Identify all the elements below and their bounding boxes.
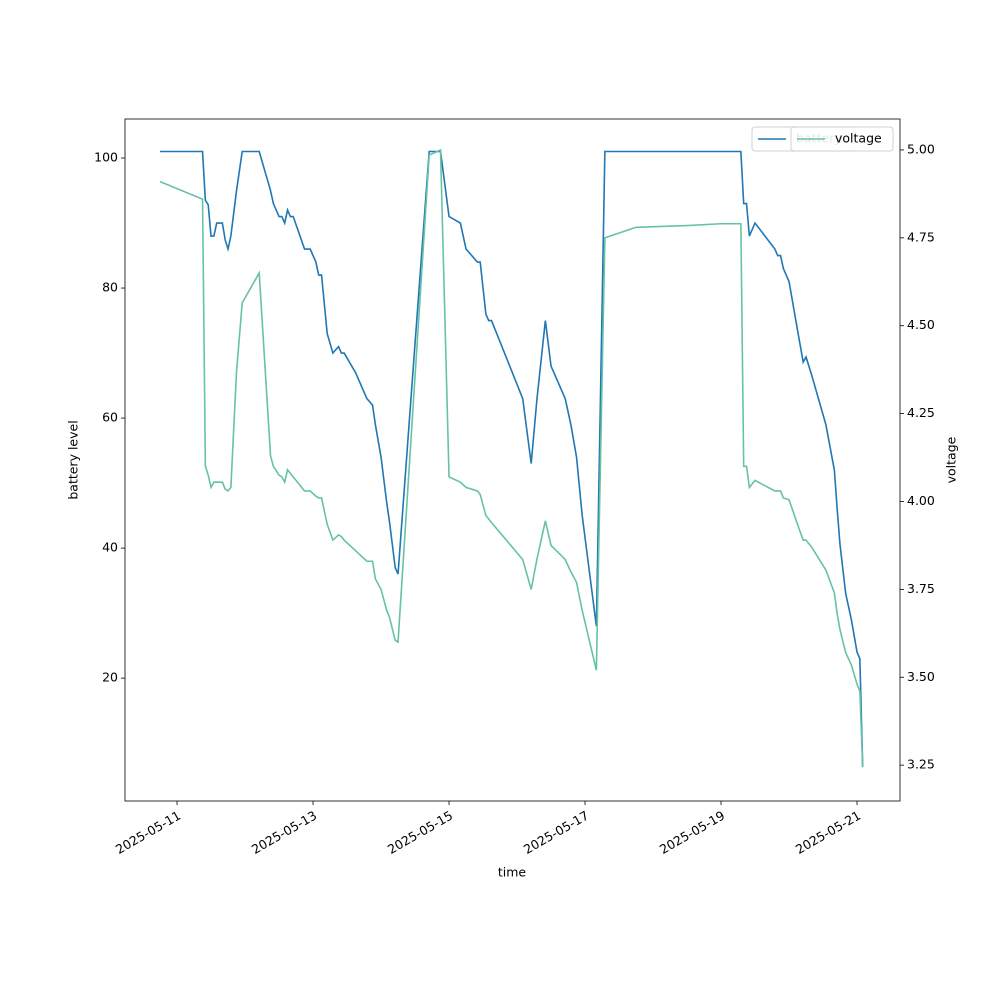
x-tick-label: 2025-05-15: [385, 808, 455, 857]
legend-label: voltage: [835, 131, 882, 146]
y2-tick-label: 3.50: [907, 669, 935, 684]
x-tick-label: 2025-05-21: [793, 808, 863, 857]
x-tick-label: 2025-05-13: [249, 808, 319, 857]
y2-tick-label: 4.75: [907, 229, 935, 244]
line-battery: [160, 150, 864, 768]
y-tick-label: 80: [102, 280, 118, 295]
y2-tick-label: 4.25: [907, 405, 935, 420]
y-axis-label: battery level: [66, 420, 81, 499]
y2-tick-label: 5.00: [907, 141, 935, 156]
y2-tick-label: 3.25: [907, 757, 935, 772]
plot-frame: [124, 118, 901, 802]
y-tick-label: 100: [94, 150, 118, 165]
x-axis-label: time: [498, 865, 527, 880]
y2-tick-label: 4.50: [907, 317, 935, 332]
x-tick-label: 2025-05-19: [657, 808, 727, 857]
x-tick-label: 2025-05-11: [113, 808, 183, 857]
y-tick-label: 40: [102, 540, 118, 555]
y2-tick-label: 4.00: [907, 493, 935, 508]
x-tick-label: 2025-05-17: [521, 808, 591, 857]
legend-box: [790, 126, 894, 152]
y-tick-label: 20: [102, 670, 118, 685]
y2-tick-label: 3.75: [907, 581, 935, 596]
y-tick-label: 60: [102, 410, 118, 425]
line-voltage: [159, 148, 864, 767]
y2-axis-label: voltage: [944, 436, 959, 483]
